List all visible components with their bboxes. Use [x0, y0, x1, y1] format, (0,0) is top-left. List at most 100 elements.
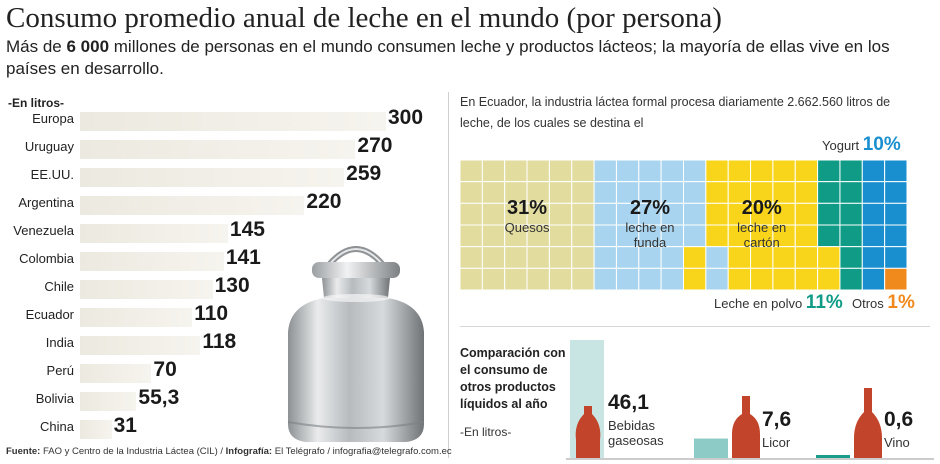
treemap-cell: [481, 159, 506, 183]
vertical-divider: [448, 92, 449, 458]
bar: [80, 420, 112, 439]
bar-value-label: 31: [113, 414, 137, 437]
bar-value-label: 118: [202, 330, 237, 353]
treemap-label-quesos: 31% Quesos: [460, 197, 594, 235]
treemap-name: leche en cartón: [737, 220, 787, 250]
treemap-cell: [615, 159, 640, 183]
country-label: China: [40, 419, 74, 434]
treemap-cell: [884, 202, 908, 226]
treemap-cell: [683, 159, 707, 183]
treemap-ext-percent: 11%: [805, 292, 843, 313]
treemap-label-leche-en-carton: 20% leche en cartón: [706, 197, 818, 250]
comparison-category-line: Bebidas: [608, 418, 655, 433]
bar-row-europa: Europa 300: [0, 104, 440, 132]
infographic-text: El Telégrafo / infografia@telegrafo.com.…: [272, 446, 452, 457]
treemap-cell: [884, 159, 908, 183]
subtitle-text-pre: Más de: [6, 37, 67, 56]
comparison-category-label: Vino: [884, 435, 910, 450]
treemap-cell: [481, 246, 506, 269]
bar-value-label: 55,3: [138, 386, 180, 409]
treemap-cell: [526, 246, 550, 269]
treemap-cell: [683, 267, 707, 291]
treemap-cell: [660, 159, 684, 183]
bar: [80, 364, 152, 383]
treemap-cell: [817, 202, 841, 226]
bar-row-colombia: Colombia 141: [0, 244, 440, 272]
treemap-name: leche en funda: [625, 220, 675, 250]
comparison-value-label: 7,6: [762, 408, 792, 431]
treemap-percent: 27%: [629, 197, 670, 219]
comparison-category-label: Licor: [762, 435, 790, 450]
bottle-icon: [854, 388, 882, 458]
treemap-cell: [459, 267, 483, 291]
treemap-cell: [839, 159, 863, 183]
treemap-label-leche-en-funda: 27% leche en funda: [594, 197, 706, 250]
bar-value-label: 145: [229, 218, 265, 241]
treemap-cell: [727, 267, 752, 291]
page-subtitle: Más de 6 000 millones de personas en el …: [6, 36, 934, 80]
horizontal-divider: [460, 326, 930, 327]
treemap-cell: [571, 159, 595, 183]
treemap-cell: [481, 267, 506, 291]
treemap-ext-percent: 1%: [887, 292, 915, 313]
country-label: Colombia: [19, 251, 74, 266]
treemap-cell: [459, 159, 483, 183]
treemap-cell: [526, 267, 550, 291]
bar-row-uruguay: Uruguay 270: [0, 132, 440, 160]
bar-row-venezuela: Venezuela 145: [0, 216, 440, 244]
treemap-cell: [638, 159, 662, 183]
bar-row-china: China 31: [0, 412, 440, 440]
bar-value-label: 110: [194, 302, 229, 325]
treemap-cell: [772, 159, 796, 183]
treemap-cell: [615, 267, 640, 291]
treemap-cell: [884, 246, 908, 269]
treemap-cell: [794, 159, 819, 183]
bar: [80, 196, 305, 215]
treemap-cell: [884, 267, 908, 291]
treemap-cell: [884, 181, 908, 204]
comparison-category-line: Vino: [884, 435, 910, 450]
bar: [80, 336, 201, 355]
bar: [80, 224, 228, 243]
treemap-ext-name: Leche en polvo: [714, 296, 806, 311]
treemap-cell: [861, 159, 886, 183]
treemap-cell: [817, 181, 841, 204]
bar: [80, 168, 345, 187]
bar: [80, 392, 137, 411]
country-label: Ecuador: [25, 307, 74, 322]
bar: [80, 112, 386, 131]
footer-credits: Fuente: FAO y Centro de la Industria Lác…: [6, 446, 452, 457]
comparison-title: Comparación con el consumo de otros prod…: [460, 346, 566, 411]
treemap-cell: [772, 267, 796, 291]
treemap-ext-name: Yogurt: [822, 138, 863, 153]
bar-value-label: 259: [346, 162, 382, 185]
infographic-label: Infografía:: [225, 446, 273, 457]
bar-row-ee-uu: EE.UU. 259: [0, 160, 440, 188]
bottle-icon: [732, 396, 760, 458]
bar-row-peru: Perú 70: [0, 356, 440, 384]
country-label: India: [45, 335, 74, 350]
comparison-category-line: Licor: [762, 435, 791, 450]
bar-row-chile: Chile 130: [0, 272, 440, 300]
bar-value-label: 220: [306, 190, 342, 213]
comparison-value-label: 0,6: [884, 408, 914, 431]
treemap-cell: [705, 267, 729, 291]
country-label: Argentina: [18, 195, 74, 210]
treemap-cell: [861, 246, 886, 269]
treemap-cell: [861, 181, 886, 204]
country-label: Venezuela: [13, 223, 74, 238]
treemap-cell: [839, 181, 863, 204]
bar-value-label: 141: [225, 246, 261, 269]
bar: [80, 140, 356, 159]
treemap-cell: [884, 224, 908, 248]
treemap-cell: [817, 246, 841, 269]
treemap-cell: [817, 267, 841, 291]
treemap-cell: [526, 159, 550, 183]
country-label: Perú: [46, 363, 74, 378]
treemap-cell: [750, 267, 774, 291]
source-text: FAO y Centro de la Industria Láctea (CIL…: [40, 446, 226, 457]
treemap-grid: [459, 159, 908, 291]
bar: [80, 252, 224, 271]
subtitle-highlight: 6 000: [66, 37, 110, 56]
left-chart-unit-label: -En litros-: [8, 96, 64, 110]
